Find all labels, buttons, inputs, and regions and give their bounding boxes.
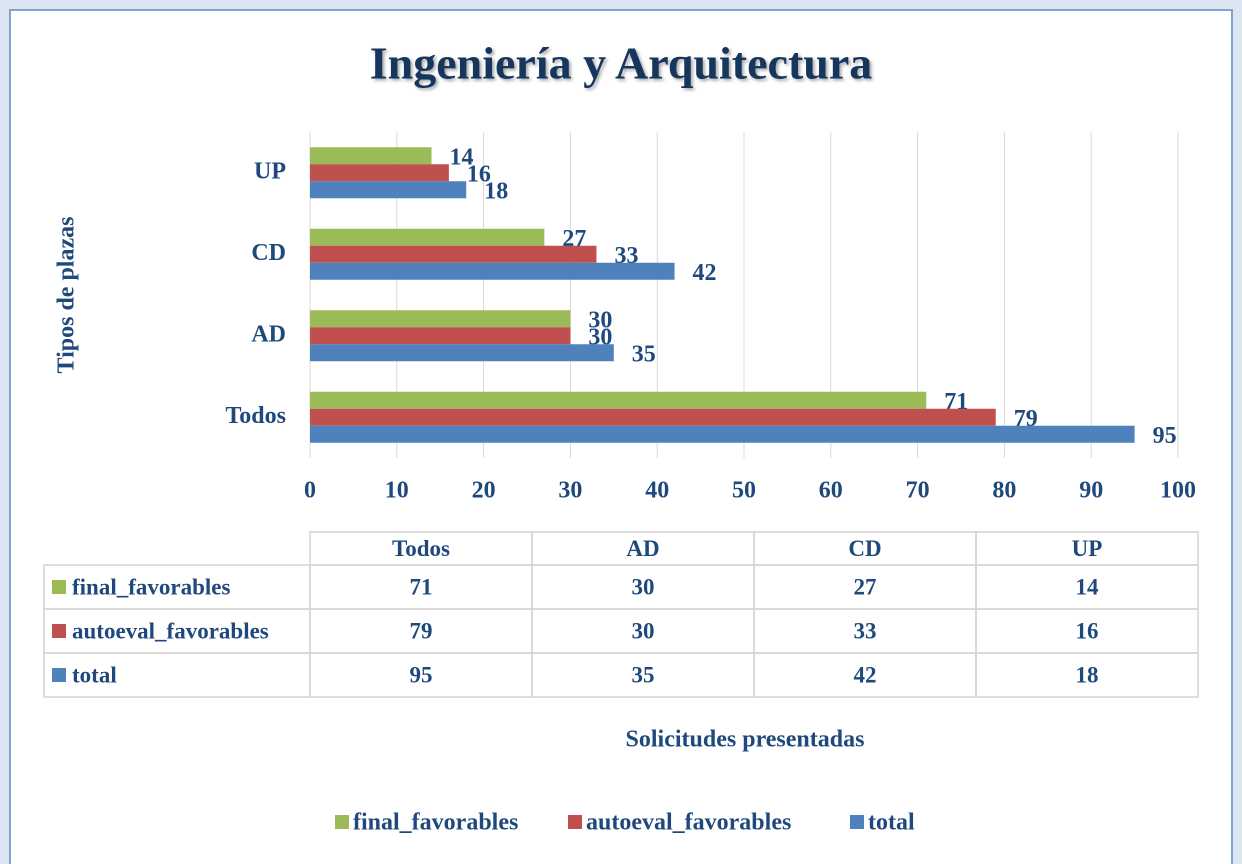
bar: [310, 181, 467, 199]
y-axis-title: Tipos de plazas: [54, 217, 80, 374]
data-label: 42: [693, 260, 717, 286]
y-tick-label: UP: [254, 158, 286, 184]
table-header: Todos: [392, 536, 450, 561]
table-value: 16: [1076, 618, 1099, 643]
bar: [310, 164, 449, 182]
bar: [310, 262, 675, 280]
y-tick-label: CD: [251, 240, 286, 266]
legend-key: [850, 815, 864, 829]
x-tick-label: 60: [819, 478, 843, 504]
data-label: 30: [588, 307, 612, 333]
table-value: 18: [1076, 662, 1099, 687]
bar: [310, 327, 571, 345]
data-label: 16: [467, 161, 491, 187]
table-cell: [975, 652, 1199, 698]
table-value: 42: [854, 662, 877, 687]
data-label: 95: [1153, 423, 1177, 449]
bar: [310, 147, 432, 165]
table-value: 30: [632, 574, 655, 599]
x-tick-label: 30: [558, 478, 582, 504]
table-value: 95: [410, 662, 433, 687]
x-tick-label: 0: [304, 478, 316, 504]
table-legend-key: [52, 624, 66, 638]
table-value: 27: [854, 574, 877, 599]
table-row-label: autoeval_favorables: [72, 618, 269, 643]
x-tick-label: 40: [645, 478, 669, 504]
legend-label: final_favorables: [353, 810, 518, 836]
x-tick-label: 80: [992, 478, 1016, 504]
bar: [310, 310, 571, 328]
legend-key: [568, 815, 582, 829]
x-tick-label: 100: [1160, 478, 1196, 504]
table-legend-key: [52, 580, 66, 594]
table-value: 35: [632, 662, 655, 687]
table-header: CD: [848, 536, 881, 561]
x-tick-label: 70: [906, 478, 930, 504]
bar: [310, 425, 1135, 443]
data-label: 18: [484, 178, 508, 204]
table-value: 14: [1076, 574, 1100, 599]
legend-label: autoeval_favorables: [586, 810, 791, 836]
table-row-label: final_favorables: [72, 574, 230, 599]
y-tick-label: Todos: [226, 403, 287, 429]
table-header: AD: [626, 536, 659, 561]
bar: [310, 228, 545, 246]
table-value: 30: [632, 618, 655, 643]
x-tick-label: 20: [472, 478, 496, 504]
bar: [310, 344, 614, 362]
x-axis-title: Solicitudes presentadas: [626, 727, 865, 753]
table-value: 71: [410, 574, 433, 599]
legend-key: [335, 815, 349, 829]
table-row-label: total: [72, 662, 117, 687]
table-value: 79: [410, 618, 433, 643]
chart-title: Ingeniería y Arquitectura: [370, 38, 873, 89]
bar: [310, 391, 927, 409]
bar: [310, 408, 996, 426]
x-tick-label: 10: [385, 478, 409, 504]
x-tick-label: 50: [732, 478, 756, 504]
data-label: 35: [632, 341, 656, 367]
table-legend-key: [52, 668, 66, 682]
table-header: UP: [1072, 536, 1103, 561]
y-tick-label: AD: [251, 321, 286, 347]
x-tick-label: 90: [1079, 478, 1103, 504]
table-value: 33: [854, 618, 877, 643]
bar: [310, 245, 597, 263]
legend-label: total: [868, 810, 915, 836]
data-label: 14: [450, 144, 474, 170]
